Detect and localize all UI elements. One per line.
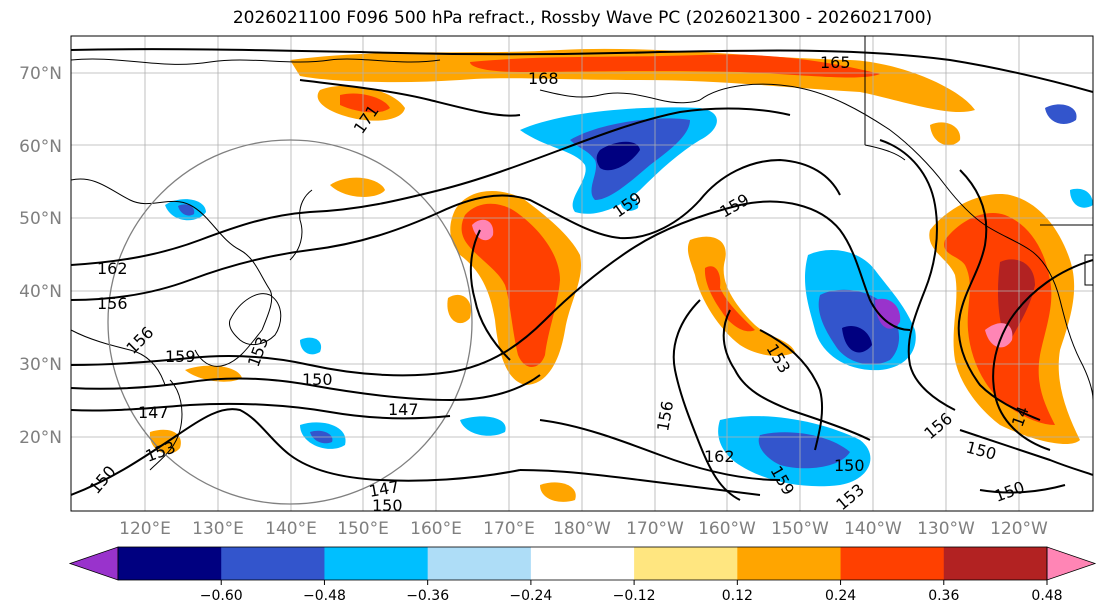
- colorbar-segment: [634, 547, 738, 580]
- colorbar-segment: [324, 547, 429, 580]
- shade-arctic-red: [470, 54, 880, 78]
- lat-label: 30°N: [19, 355, 62, 375]
- contour-label: 165: [820, 53, 851, 72]
- shade-orange-160e: [330, 177, 385, 197]
- shade-blue-strip2: [300, 337, 322, 355]
- lat-label: 70°N: [19, 64, 62, 84]
- shade-purple-140w: [875, 298, 901, 329]
- shade-blue-ne: [1045, 104, 1077, 124]
- shade-blob-150e-red: [340, 93, 390, 113]
- reference-circle: [107, 139, 473, 505]
- contour-label: 156: [97, 294, 128, 313]
- colorbar-extend-high: [1046, 546, 1097, 581]
- contour-label: 168: [528, 69, 559, 88]
- shade-orange-160w: [687, 236, 795, 356]
- shade-blue-sw-mid: [758, 432, 850, 469]
- colorbar-extend-low: [68, 546, 119, 581]
- colorbar-segment: [118, 547, 222, 580]
- colorbar-segment: [737, 547, 842, 580]
- shade-red-160w: [704, 266, 755, 332]
- colorbar-tick-label: 0.36: [928, 588, 959, 604]
- colorbar-tick-label: −0.36: [406, 588, 449, 604]
- colorbar-tick-label: 0.24: [825, 588, 856, 604]
- coastlines: [71, 36, 1093, 471]
- latitude-labels: 70°N 60°N 50°N 40°N 30°N 20°N: [19, 64, 62, 448]
- lon-label: 140°E: [265, 519, 317, 539]
- colorbar-segment: [427, 547, 532, 580]
- lon-label: 120°E: [119, 519, 171, 539]
- shade-column-red: [461, 203, 560, 368]
- contour-label: 162: [97, 259, 128, 278]
- colorbar-segment: [221, 547, 325, 580]
- shade-orange-bottom: [540, 482, 576, 502]
- colorbar-tick-label: −0.12: [613, 588, 656, 604]
- contour-label: 159: [165, 347, 196, 366]
- shade-blue-trough-dark: [596, 141, 640, 171]
- shade-arctic-orange2: [930, 122, 961, 146]
- lon-label: 150°W: [771, 519, 829, 539]
- longitude-labels: 120°E 130°E 140°E 150°E 160°E 170°E 180°…: [119, 519, 1048, 539]
- lon-label: 130°W: [917, 519, 975, 539]
- graticule: [71, 36, 1093, 511]
- contour-lines: [71, 48, 1093, 501]
- shade-blue-small: [620, 197, 639, 211]
- shade-blue-strip: [460, 416, 506, 436]
- colorbar: −0.60 −0.48 −0.36 −0.24 −0.12 0.12 0.24 0.36 0.4…: [68, 546, 1097, 604]
- colorbar-tick-label: 0.48: [1031, 588, 1062, 604]
- shade-blue-130e-dark: [178, 204, 195, 216]
- contour-label: 147: [388, 400, 419, 419]
- map-area: 168 165 171 159 159 162 156 156 159 153 …: [71, 36, 1093, 515]
- lon-label: 170°E: [483, 519, 535, 539]
- lon-label: 130°E: [192, 519, 244, 539]
- contour-label: 162: [704, 447, 735, 466]
- lon-label: 170°W: [626, 519, 684, 539]
- shade-blue-140w-dark: [842, 325, 872, 353]
- lon-label: 160°E: [410, 519, 462, 539]
- lon-label: 120°W: [990, 519, 1048, 539]
- lat-label: 60°N: [19, 137, 62, 157]
- lon-label: 140°W: [844, 519, 902, 539]
- colorbar-segment: [530, 547, 635, 580]
- lon-label: 160°W: [698, 519, 756, 539]
- map-frame: [70, 35, 1094, 512]
- contour-label: 150: [372, 496, 403, 515]
- colorbar-tick-label: 0.12: [722, 588, 753, 604]
- colorbar-tick-label: −0.60: [200, 588, 243, 604]
- colorbar-frame: [117, 546, 1048, 581]
- contour-label: 147: [138, 403, 169, 422]
- shade-orange-small: [447, 294, 471, 324]
- colorbar-segment: [840, 547, 945, 580]
- contour-label: 150: [302, 370, 333, 389]
- shade-blue-e: [1070, 188, 1093, 208]
- colorbar-segment: [943, 547, 1048, 580]
- colorbar-tick-label: −0.24: [509, 588, 552, 604]
- lon-label: 180°W: [553, 519, 611, 539]
- lon-label: 150°E: [337, 519, 389, 539]
- lat-label: 50°N: [19, 209, 62, 229]
- lat-label: 20°N: [19, 428, 62, 448]
- map-title: 2026021100 F096 500 hPa refract., Rossby…: [232, 8, 933, 28]
- contour-label: 150: [834, 456, 865, 475]
- lat-label: 40°N: [19, 282, 62, 302]
- colorbar-tick-label: −0.48: [303, 588, 346, 604]
